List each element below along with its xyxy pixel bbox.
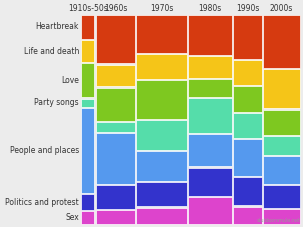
FancyBboxPatch shape [188, 134, 232, 166]
Text: People and places: People and places [10, 146, 79, 155]
FancyBboxPatch shape [136, 54, 187, 79]
FancyBboxPatch shape [96, 88, 135, 121]
FancyBboxPatch shape [188, 79, 232, 97]
FancyBboxPatch shape [188, 98, 232, 133]
FancyBboxPatch shape [233, 113, 262, 138]
Text: Heartbreak: Heartbreak [36, 22, 79, 31]
Text: Party songs: Party songs [34, 98, 79, 107]
Text: Politics and protest: Politics and protest [5, 197, 79, 207]
FancyBboxPatch shape [136, 151, 187, 181]
FancyBboxPatch shape [82, 212, 95, 224]
FancyBboxPatch shape [96, 185, 135, 209]
FancyBboxPatch shape [233, 15, 262, 59]
Text: Love: Love [61, 76, 79, 85]
FancyBboxPatch shape [233, 86, 262, 112]
FancyBboxPatch shape [263, 110, 300, 135]
FancyBboxPatch shape [136, 182, 187, 206]
FancyBboxPatch shape [233, 207, 262, 224]
FancyBboxPatch shape [136, 208, 187, 224]
Text: stubbornmule.net: stubbornmule.net [257, 218, 301, 223]
FancyBboxPatch shape [233, 60, 262, 85]
Text: 1980s: 1980s [198, 4, 222, 13]
FancyBboxPatch shape [136, 120, 187, 150]
Text: 1970s: 1970s [150, 4, 173, 13]
FancyBboxPatch shape [82, 194, 95, 210]
FancyBboxPatch shape [82, 15, 95, 39]
Text: Life and death: Life and death [24, 47, 79, 56]
FancyBboxPatch shape [188, 15, 232, 54]
FancyBboxPatch shape [96, 123, 135, 132]
FancyBboxPatch shape [188, 168, 232, 196]
FancyBboxPatch shape [96, 64, 135, 86]
FancyBboxPatch shape [233, 139, 262, 176]
FancyBboxPatch shape [263, 209, 300, 224]
FancyBboxPatch shape [263, 185, 300, 208]
FancyBboxPatch shape [82, 40, 95, 62]
FancyBboxPatch shape [96, 210, 135, 224]
FancyBboxPatch shape [233, 177, 262, 205]
Text: 1990s: 1990s [236, 4, 259, 13]
Text: 2000s: 2000s [270, 4, 293, 13]
Text: 1960s: 1960s [104, 4, 127, 13]
FancyBboxPatch shape [136, 15, 187, 53]
FancyBboxPatch shape [263, 69, 300, 108]
FancyBboxPatch shape [96, 133, 135, 184]
FancyBboxPatch shape [96, 15, 135, 63]
Text: 1910s-50s: 1910s-50s [68, 4, 108, 13]
FancyBboxPatch shape [263, 15, 300, 68]
FancyBboxPatch shape [82, 108, 95, 193]
FancyBboxPatch shape [188, 56, 232, 78]
FancyBboxPatch shape [188, 197, 232, 224]
FancyBboxPatch shape [263, 156, 300, 184]
FancyBboxPatch shape [263, 136, 300, 155]
Text: Sex: Sex [65, 213, 79, 222]
FancyBboxPatch shape [82, 99, 95, 106]
FancyBboxPatch shape [82, 63, 95, 97]
FancyBboxPatch shape [136, 81, 187, 119]
